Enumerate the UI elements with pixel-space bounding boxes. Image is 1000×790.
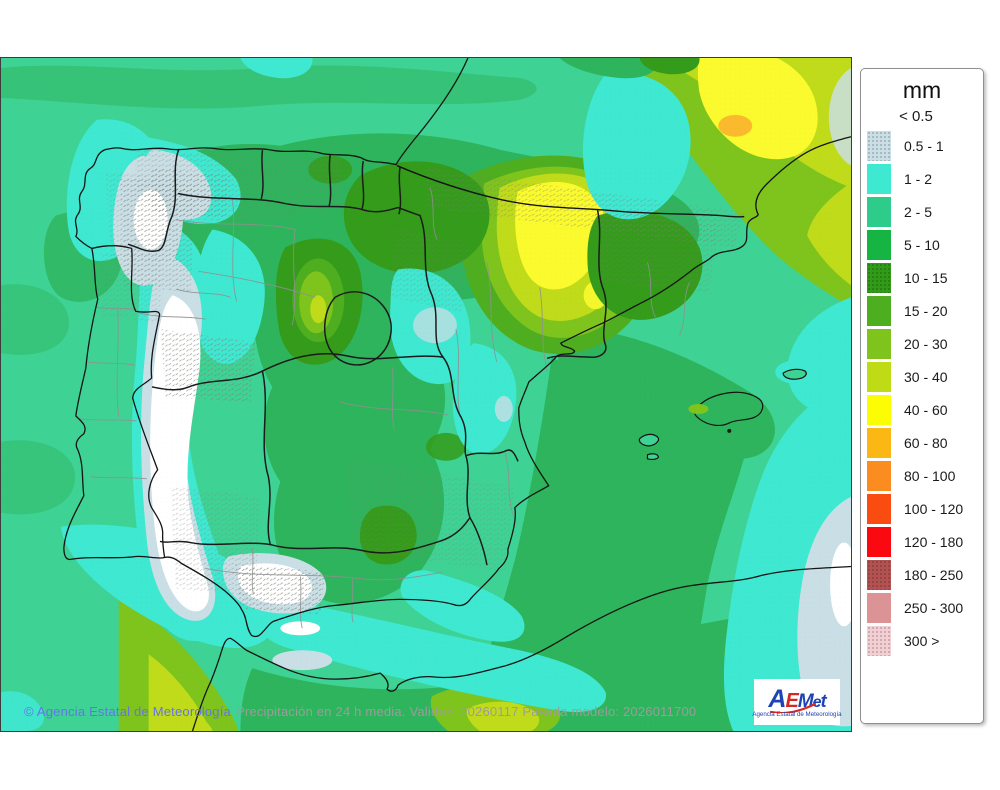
legend-row: 250 - 300 (867, 593, 983, 623)
legend-color-swatch (867, 461, 891, 491)
legend-row: 5 - 10 (867, 230, 983, 260)
legend-range-label: 300 > (904, 633, 940, 649)
legend-color-swatch (867, 428, 891, 458)
legend-range-label: 0.5 - 1 (904, 138, 944, 154)
legend-color-swatch (867, 560, 891, 590)
aemet-logo-subtitle: Agencia Estatal de Meteorología (752, 710, 842, 718)
legend-range-label: 5 - 10 (904, 237, 940, 253)
legend-threshold-label: < 0.5 (899, 108, 933, 125)
legend-range-label: 100 - 120 (904, 501, 964, 517)
legend-range-label: 250 - 300 (904, 600, 964, 616)
legend-color-swatch (867, 263, 891, 293)
legend-range-label: 120 - 180 (904, 534, 964, 550)
legend-row: 10 - 15 (867, 263, 983, 293)
legend-range-label: 15 - 20 (904, 303, 948, 319)
legend-color-swatch (867, 329, 891, 359)
legend-row: 40 - 60 (867, 395, 983, 425)
legend-row: 100 - 120 (867, 494, 983, 524)
validity-caption: Precipitación en 24 h media. Validez: 20… (236, 704, 697, 719)
legend-row: 60 - 80 (867, 428, 983, 458)
aemet-logo: AEMet Agencia Estatal de Meteorología (752, 679, 842, 725)
aemet-logo-wordmark: AEMet (768, 684, 827, 713)
copyright-credit: © Agencia Estatal de Meteorología (24, 704, 231, 719)
legend-color-swatch (867, 593, 891, 623)
aemet-logo-letter: t (820, 690, 827, 711)
legend-color-swatch (867, 164, 891, 194)
legend-color-swatch (867, 362, 891, 392)
legend-row: 15 - 20 (867, 296, 983, 326)
aemet-logo-swoosh (770, 702, 817, 713)
legend-range-label: 20 - 30 (904, 336, 948, 352)
legend-range-label: 2 - 5 (904, 204, 933, 220)
legend-range-label: 180 - 250 (904, 567, 964, 583)
legend-rows: < 0.5 0.5 - 1 1 - 2 2 - 5 5 - 10 10 - 15 15 - … (861, 107, 983, 656)
legend-row: 120 - 180 (867, 527, 983, 557)
precipitation-field-canvas (1, 58, 851, 731)
legend-color-swatch (867, 296, 891, 326)
legend-row: 1 - 2 (867, 164, 983, 194)
legend-color-swatch (867, 626, 891, 656)
legend-row: 30 - 40 (867, 362, 983, 392)
legend-title: mm (902, 77, 942, 103)
aemet-logo-letter: A (768, 684, 786, 713)
legend-range-label: 60 - 80 (904, 435, 948, 451)
legend-row: 20 - 30 (867, 329, 983, 359)
legend-row: 180 - 250 (867, 560, 983, 590)
legend-color-swatch (867, 197, 891, 227)
legend-range-label: 40 - 60 (904, 402, 948, 418)
legend-color-swatch (867, 395, 891, 425)
legend-range-label: 10 - 15 (904, 270, 948, 286)
legend-row: 0.5 - 1 (867, 131, 983, 161)
legend-row: 2 - 5 (867, 197, 983, 227)
legend-color-swatch (867, 527, 891, 557)
legend-range-label: 80 - 100 (904, 468, 956, 484)
legend-range-label: 1 - 2 (904, 171, 933, 187)
legend-color-swatch (867, 494, 891, 524)
legend-panel: mm < 0.5 0.5 - 1 1 - 2 2 - 5 5 - 10 10 - 15 15… (860, 68, 984, 724)
legend-range-label: 30 - 40 (904, 369, 948, 385)
aemet-logo-letter: E (785, 689, 798, 712)
field-speckle-overlay (1, 58, 851, 731)
aemet-logo-letter: e (812, 693, 822, 711)
legend-color-swatch (867, 131, 891, 161)
legend-row: 80 - 100 (867, 461, 983, 491)
precipitation-map (0, 57, 852, 732)
legend-row: 300 > (867, 626, 983, 656)
legend-color-swatch (867, 230, 891, 260)
